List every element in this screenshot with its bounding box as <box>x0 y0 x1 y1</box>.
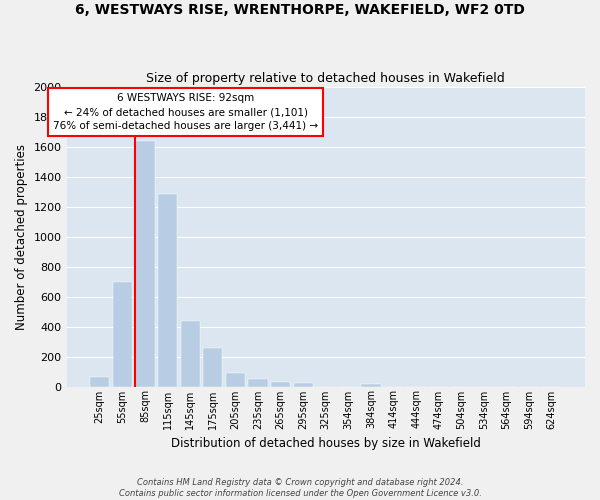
Text: 6 WESTWAYS RISE: 92sqm
← 24% of detached houses are smaller (1,101)
76% of semi-: 6 WESTWAYS RISE: 92sqm ← 24% of detached… <box>53 93 318 131</box>
Bar <box>90 377 109 386</box>
Bar <box>113 282 132 387</box>
Bar <box>226 374 245 386</box>
Bar <box>361 384 380 386</box>
Text: Contains HM Land Registry data © Crown copyright and database right 2024.
Contai: Contains HM Land Registry data © Crown c… <box>119 478 481 498</box>
Bar <box>158 194 177 386</box>
Title: Size of property relative to detached houses in Wakefield: Size of property relative to detached ho… <box>146 72 505 85</box>
X-axis label: Distribution of detached houses by size in Wakefield: Distribution of detached houses by size … <box>171 437 481 450</box>
Bar <box>181 322 200 386</box>
Y-axis label: Number of detached properties: Number of detached properties <box>15 144 28 330</box>
Bar <box>248 378 268 386</box>
Bar <box>136 141 155 386</box>
Bar <box>203 348 223 387</box>
Bar <box>271 382 290 386</box>
Bar <box>293 383 313 386</box>
Text: 6, WESTWAYS RISE, WRENTHORPE, WAKEFIELD, WF2 0TD: 6, WESTWAYS RISE, WRENTHORPE, WAKEFIELD,… <box>75 2 525 16</box>
